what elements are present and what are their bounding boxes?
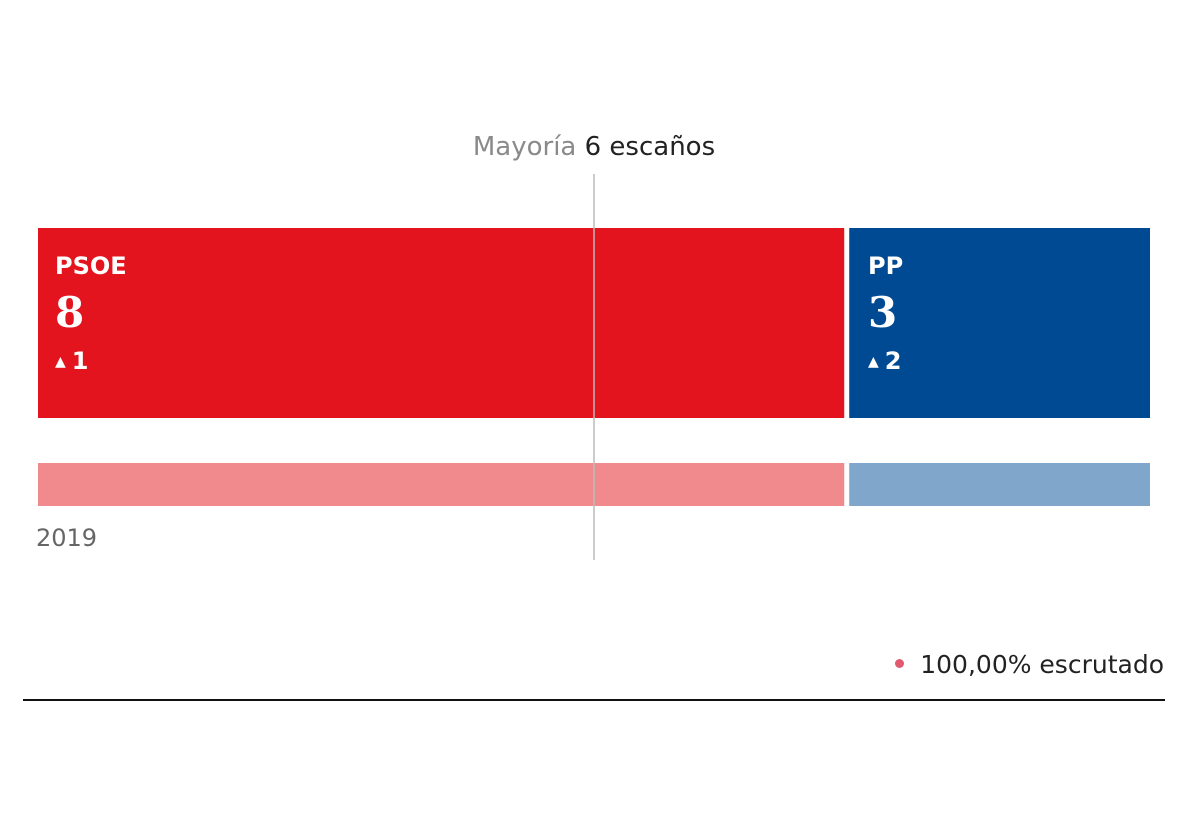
up-triangle-icon: ▲ bbox=[868, 354, 879, 370]
bar-pp-previous bbox=[849, 463, 1150, 506]
bottom-divider bbox=[23, 699, 1165, 701]
psoe-change-value: 1 bbox=[71, 347, 89, 375]
majority-label: Mayoría 6 escaños bbox=[0, 132, 1188, 162]
count-status: 100,00% escrutado bbox=[895, 650, 1164, 679]
previous-year-label: 2019 bbox=[36, 524, 98, 552]
bar-psoe-current bbox=[38, 228, 845, 418]
psoe-change: ▲ 1 bbox=[55, 347, 127, 375]
psoe-name: PSOE bbox=[55, 252, 127, 280]
pp-label-group: PP 3 ▲ 2 bbox=[868, 252, 903, 375]
pp-change-value: 2 bbox=[884, 347, 902, 375]
status-text: 100,00% escrutado bbox=[920, 650, 1164, 679]
pp-name: PP bbox=[868, 252, 904, 280]
status-dot-icon bbox=[895, 659, 905, 668]
pp-seats: 3 bbox=[868, 288, 898, 337]
pp-change: ▲ 2 bbox=[868, 347, 903, 375]
up-triangle-icon: ▲ bbox=[55, 354, 66, 370]
psoe-label-group: PSOE 8 ▲ 1 bbox=[55, 252, 127, 375]
psoe-seats: 8 bbox=[55, 288, 85, 337]
bar-psoe-previous bbox=[38, 463, 845, 506]
majority-title: Mayoría bbox=[472, 132, 577, 162]
bar-pp-current bbox=[849, 228, 1150, 418]
majority-value: 6 escaños bbox=[584, 132, 716, 162]
